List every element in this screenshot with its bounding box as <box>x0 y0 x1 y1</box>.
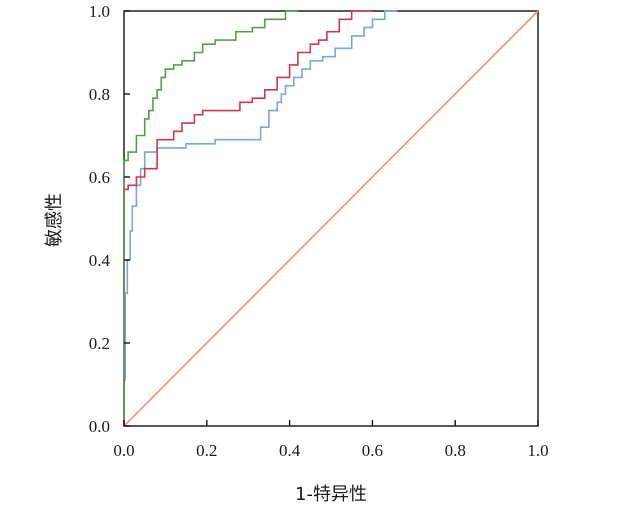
x-tick-label: 0.0 <box>113 441 134 460</box>
x-tick-label: 0.8 <box>445 441 466 460</box>
tick-labels: 0.0 0.2 0.4 0.6 0.8 1.0 0.0 0.2 0.4 0.6 0.8 1.0 <box>89 2 549 460</box>
x-tick-label: 0.2 <box>196 441 217 460</box>
roc-series-line-2 <box>123 10 373 426</box>
plot-area <box>123 10 539 427</box>
y-tick-label: 0.4 <box>89 251 111 270</box>
x-tick-label: 0.4 <box>279 441 301 460</box>
roc-series-line-3 <box>123 10 398 426</box>
roc-series-line-4 <box>123 10 539 427</box>
y-tick-label: 1.0 <box>89 2 110 21</box>
x-axis-title: 1-特异性 <box>295 484 367 505</box>
roc-series-line-1 <box>123 10 298 426</box>
y-axis-title: 敏感性 <box>44 193 65 247</box>
y-tick-label: 0.8 <box>89 85 110 104</box>
y-tick-label: 0.0 <box>89 417 110 436</box>
axis-ticks <box>123 10 539 427</box>
x-tick-label: 0.6 <box>362 441 383 460</box>
x-tick-label: 1.0 <box>527 441 548 460</box>
y-tick-label: 0.2 <box>89 334 110 353</box>
y-tick-label: 0.6 <box>89 168 110 187</box>
